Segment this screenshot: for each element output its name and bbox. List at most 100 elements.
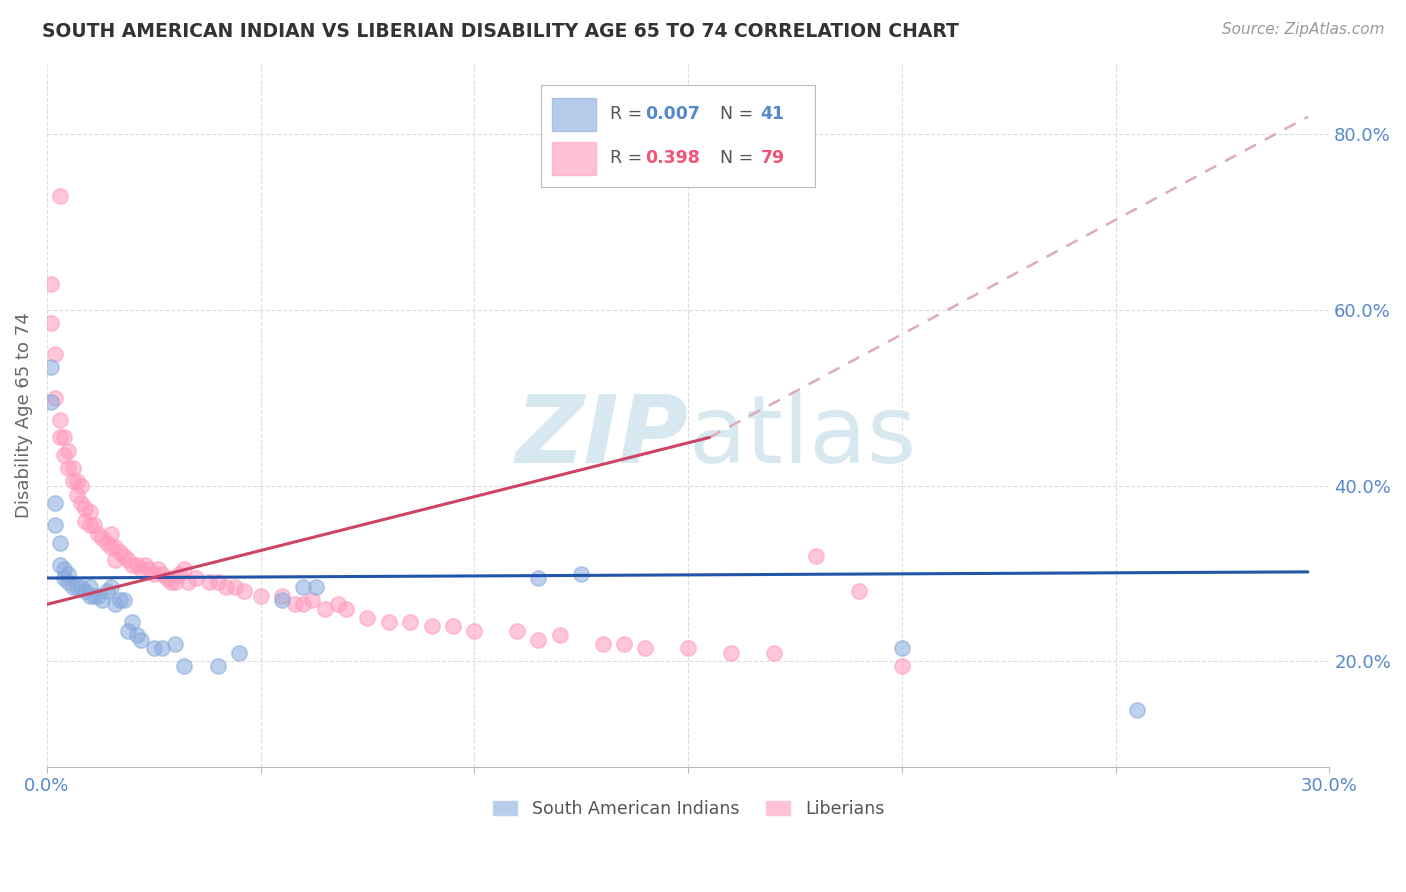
Point bbox=[301, 593, 323, 607]
Text: 79: 79 bbox=[761, 149, 785, 167]
Point bbox=[613, 637, 636, 651]
Text: 41: 41 bbox=[761, 105, 785, 123]
Point bbox=[160, 575, 183, 590]
Bar bbox=[553, 142, 596, 175]
Point bbox=[150, 641, 173, 656]
Text: SOUTH AMERICAN INDIAN VS LIBERIAN DISABILITY AGE 65 TO 74 CORRELATION CHART: SOUTH AMERICAN INDIAN VS LIBERIAN DISABI… bbox=[42, 22, 959, 41]
Point bbox=[83, 518, 105, 533]
Point bbox=[108, 544, 131, 558]
Point bbox=[378, 615, 401, 629]
Point bbox=[527, 571, 550, 585]
Point bbox=[79, 589, 101, 603]
Text: 0.007: 0.007 bbox=[645, 105, 700, 123]
Point bbox=[104, 553, 127, 567]
Point bbox=[53, 571, 76, 585]
Point bbox=[44, 496, 66, 510]
Point bbox=[53, 448, 76, 462]
Point bbox=[527, 632, 550, 647]
Point bbox=[100, 541, 122, 555]
Point bbox=[292, 580, 315, 594]
Point bbox=[129, 562, 152, 576]
Point bbox=[39, 277, 62, 291]
Text: 0.398: 0.398 bbox=[645, 149, 700, 167]
Point bbox=[70, 580, 93, 594]
Point bbox=[441, 619, 464, 633]
Point bbox=[121, 615, 143, 629]
Point bbox=[100, 580, 122, 594]
Point bbox=[506, 624, 529, 638]
Point bbox=[173, 658, 195, 673]
Point bbox=[420, 619, 443, 633]
Point bbox=[232, 584, 254, 599]
Point bbox=[39, 395, 62, 409]
Point bbox=[104, 598, 127, 612]
Point bbox=[634, 641, 657, 656]
Point bbox=[224, 580, 246, 594]
Point bbox=[75, 514, 97, 528]
Point bbox=[146, 562, 169, 576]
Point bbox=[117, 624, 139, 638]
Point bbox=[39, 316, 62, 330]
Point bbox=[44, 518, 66, 533]
Point bbox=[58, 575, 80, 590]
Point bbox=[112, 593, 135, 607]
Point bbox=[48, 558, 70, 572]
Point bbox=[70, 479, 93, 493]
Point bbox=[121, 558, 143, 572]
Text: atlas: atlas bbox=[688, 391, 917, 483]
Point bbox=[62, 580, 84, 594]
Point bbox=[58, 443, 80, 458]
Point bbox=[314, 601, 336, 615]
Point bbox=[592, 637, 614, 651]
Point bbox=[104, 541, 127, 555]
Point bbox=[569, 566, 592, 581]
Point bbox=[66, 487, 89, 501]
Point bbox=[91, 532, 114, 546]
Y-axis label: Disability Age 65 to 74: Disability Age 65 to 74 bbox=[15, 312, 32, 518]
Point bbox=[399, 615, 422, 629]
Point bbox=[326, 598, 349, 612]
Point bbox=[142, 641, 165, 656]
Point bbox=[62, 475, 84, 489]
Point bbox=[335, 601, 357, 615]
Point bbox=[108, 593, 131, 607]
Point bbox=[87, 527, 110, 541]
Point bbox=[292, 598, 315, 612]
Point bbox=[134, 558, 156, 572]
Point bbox=[70, 496, 93, 510]
Point bbox=[138, 562, 160, 576]
Point bbox=[848, 584, 870, 599]
Point bbox=[79, 505, 101, 519]
Point bbox=[48, 189, 70, 203]
Point bbox=[100, 527, 122, 541]
Point bbox=[284, 598, 307, 612]
Text: ZIP: ZIP bbox=[515, 391, 688, 483]
Point bbox=[890, 658, 912, 673]
Bar bbox=[553, 98, 596, 131]
Point bbox=[44, 347, 66, 361]
Point bbox=[165, 637, 187, 651]
Point bbox=[177, 575, 200, 590]
Point bbox=[165, 575, 187, 590]
Point bbox=[155, 571, 177, 585]
Point bbox=[198, 575, 221, 590]
Point bbox=[75, 584, 97, 599]
Text: N =: N = bbox=[720, 105, 758, 123]
Point bbox=[96, 536, 118, 550]
Point bbox=[53, 430, 76, 444]
Text: R =: R = bbox=[610, 105, 648, 123]
Point bbox=[806, 549, 828, 563]
Point bbox=[207, 658, 229, 673]
Point bbox=[228, 646, 250, 660]
Point bbox=[142, 566, 165, 581]
Point bbox=[129, 632, 152, 647]
Point bbox=[890, 641, 912, 656]
Point bbox=[1126, 703, 1149, 717]
Text: N =: N = bbox=[720, 149, 758, 167]
Point bbox=[271, 593, 294, 607]
Point bbox=[720, 646, 742, 660]
Point bbox=[173, 562, 195, 576]
Point bbox=[79, 518, 101, 533]
Text: R =: R = bbox=[610, 149, 648, 167]
Point bbox=[66, 475, 89, 489]
